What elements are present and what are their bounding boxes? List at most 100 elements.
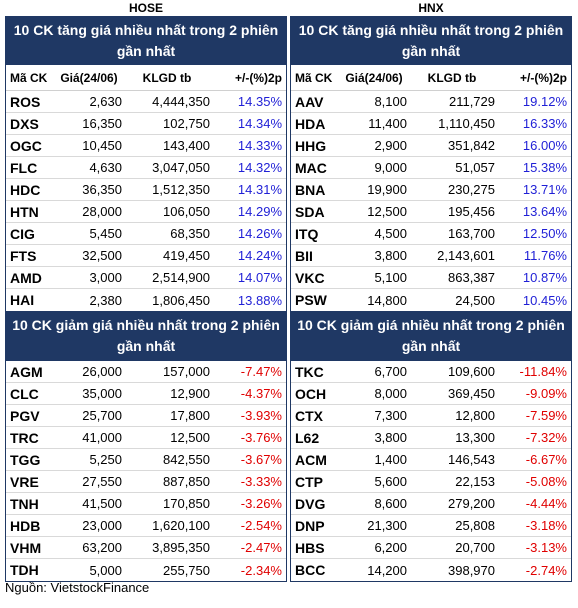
table-row: AAV 8,100 211,729 19.12% [291,91,571,113]
stock-volume: 279,200 [448,496,495,511]
table-row: TGG 5,250 842,550 -3.67% [6,449,286,471]
hose-up-header-row: Mã CK Giá(24/06) KLGD tb +/-(%)2p [6,65,286,91]
stock-price: 5,600 [374,474,407,489]
stock-price: 19,900 [367,182,407,197]
stock-code: HBS [295,539,325,556]
stock-volume: 863,387 [448,270,495,285]
table-row: HHG 2,900 351,842 16.00% [291,135,571,157]
stock-pct-change: 14.31% [237,182,282,197]
stock-pct-change: 15.38% [522,160,567,175]
table-row: MAC 9,000 51,057 15.38% [291,157,571,179]
stock-code: TDH [10,562,39,578]
header-pct: +/-(%)2p [234,70,282,85]
stock-price: 26,000 [82,364,122,379]
stock-pct-change: 14.26% [237,226,282,241]
hnx-down-rows: TKC 6,700 109,600 -11.84% OCH 8,000 369,450 -9.… [291,361,571,581]
stock-price: 1,400 [374,452,407,467]
table-row: HDC 36,350 1,512,350 14.31% [6,179,286,201]
table-row: ITQ 4,500 163,700 12.50% [291,223,571,245]
stock-pct-change: -6.67% [525,452,567,467]
table-row: SDA 12,500 195,456 13.64% [291,201,571,223]
stock-volume: 109,600 [448,364,495,379]
stock-pct-change: -5.08% [525,474,567,489]
stock-volume: 143,400 [163,138,210,153]
stock-price: 7,300 [374,408,407,423]
stock-code: MAC [295,159,327,176]
stock-code: DXS [10,115,39,132]
stock-code: DNP [295,517,325,534]
stock-volume: 369,450 [448,386,495,401]
stock-price: 16,350 [82,116,122,131]
stock-price: 27,550 [82,474,122,489]
stock-code: BII [295,247,313,264]
table-row: HTN 28,000 106,050 14.29% [6,201,286,223]
stock-volume: 17,800 [170,408,210,423]
stock-pct-change: -3.67% [240,452,282,467]
table-row: TNH 41,500 170,850 -3.26% [6,493,286,515]
stock-price: 5,100 [374,270,407,285]
stock-volume: 12,900 [170,386,210,401]
exchange-label-hose: HOSE [128,1,163,15]
stock-price: 10,450 [82,138,122,153]
hose-down-rows: AGM 26,000 157,000 -7.47% CLC 35,000 12,900 -4.… [6,361,286,581]
hnx-down-title: 10 CK giảm giá nhiều nhất trong 2 phiên … [291,311,571,361]
stock-volume: 3,895,350 [152,540,210,555]
stock-code: TKC [295,363,324,380]
stock-price: 6,200 [374,540,407,555]
stock-pct-change: -3.33% [240,474,282,489]
table-row: CLC 35,000 12,900 -4.37% [6,383,286,405]
stock-code: TNH [10,495,39,512]
stock-code: TRC [10,429,39,446]
table-row: BII 3,800 2,143,601 11.76% [291,245,571,267]
stock-volume: 1,110,450 [438,116,495,131]
table-row: VKC 5,100 863,387 10.87% [291,267,571,289]
stock-volume: 13,300 [455,430,495,445]
table-row: OGC 10,450 143,400 14.33% [6,135,286,157]
stock-code: ROS [10,93,41,110]
stock-volume: 842,550 [163,452,210,467]
stock-price: 4,500 [374,226,407,241]
stock-price: 4,630 [89,160,122,175]
hose-down-title: 10 CK giảm giá nhiều nhất trong 2 phiên … [6,311,286,361]
stock-volume: 12,500 [170,430,210,445]
table-row: BNA 19,900 230,275 13.71% [291,179,571,201]
stock-code: HTN [10,203,39,220]
stock-volume: 4,444,350 [152,94,210,109]
stock-volume: 195,456 [448,204,495,219]
stock-volume: 25,808 [455,518,495,533]
stock-code: OCH [295,385,327,402]
stock-pct-change: 16.00% [522,138,567,153]
table-row: DXS 16,350 102,750 14.34% [6,113,286,135]
hnx-up-title: 10 CK tăng giá nhiều nhất trong 2 phiên … [291,17,571,65]
stock-code: PSW [295,292,327,308]
stock-price: 8,600 [374,496,407,511]
stock-code: TGG [10,451,41,468]
stock-volume: 51,057 [455,160,495,175]
stock-pct-change: 12.50% [522,226,567,241]
stock-pct-change: 13.71% [522,182,567,197]
stock-pct-change: -2.34% [240,562,282,578]
stock-pct-change: -2.74% [525,562,567,578]
stock-code: AAV [295,93,324,110]
stock-code: VKC [295,269,325,286]
stock-price: 2,630 [89,94,122,109]
stock-price: 8,000 [374,386,407,401]
stock-volume: 24,500 [455,292,495,308]
stock-code: VRE [10,473,39,490]
stock-price: 9,000 [374,160,407,175]
stock-pct-change: 14.35% [237,94,282,109]
table-row: ROS 2,630 4,444,350 14.35% [6,91,286,113]
stock-price: 36,350 [82,182,122,197]
stock-code: BCC [295,562,326,578]
table-row: CIG 5,450 68,350 14.26% [6,223,286,245]
stock-price: 35,000 [82,386,122,401]
stock-price: 5,000 [89,562,122,578]
stock-price: 12,500 [367,204,407,219]
stock-code: CTP [295,473,323,490]
table-row: TDH 5,000 255,750 -2.34% [6,559,286,581]
stock-price: 41,000 [82,430,122,445]
stock-pct-change: -4.44% [525,496,567,511]
stock-volume: 106,050 [163,204,210,219]
stock-pct-change: -3.26% [240,496,282,511]
stock-pct-change: 19.12% [522,94,567,109]
